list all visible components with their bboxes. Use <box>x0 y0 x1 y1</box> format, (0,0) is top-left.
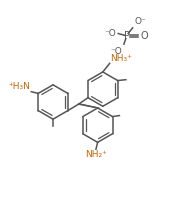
Text: P: P <box>124 31 130 41</box>
Text: ⁻O: ⁻O <box>110 47 122 56</box>
Text: NH₃⁺: NH₃⁺ <box>111 53 132 63</box>
Text: O⁻: O⁻ <box>135 17 146 26</box>
Text: ⁻O: ⁻O <box>104 29 116 38</box>
Text: O: O <box>140 31 148 41</box>
Text: NH₂⁺: NH₂⁺ <box>85 150 107 159</box>
Text: ⁺H₃N: ⁺H₃N <box>9 82 30 91</box>
